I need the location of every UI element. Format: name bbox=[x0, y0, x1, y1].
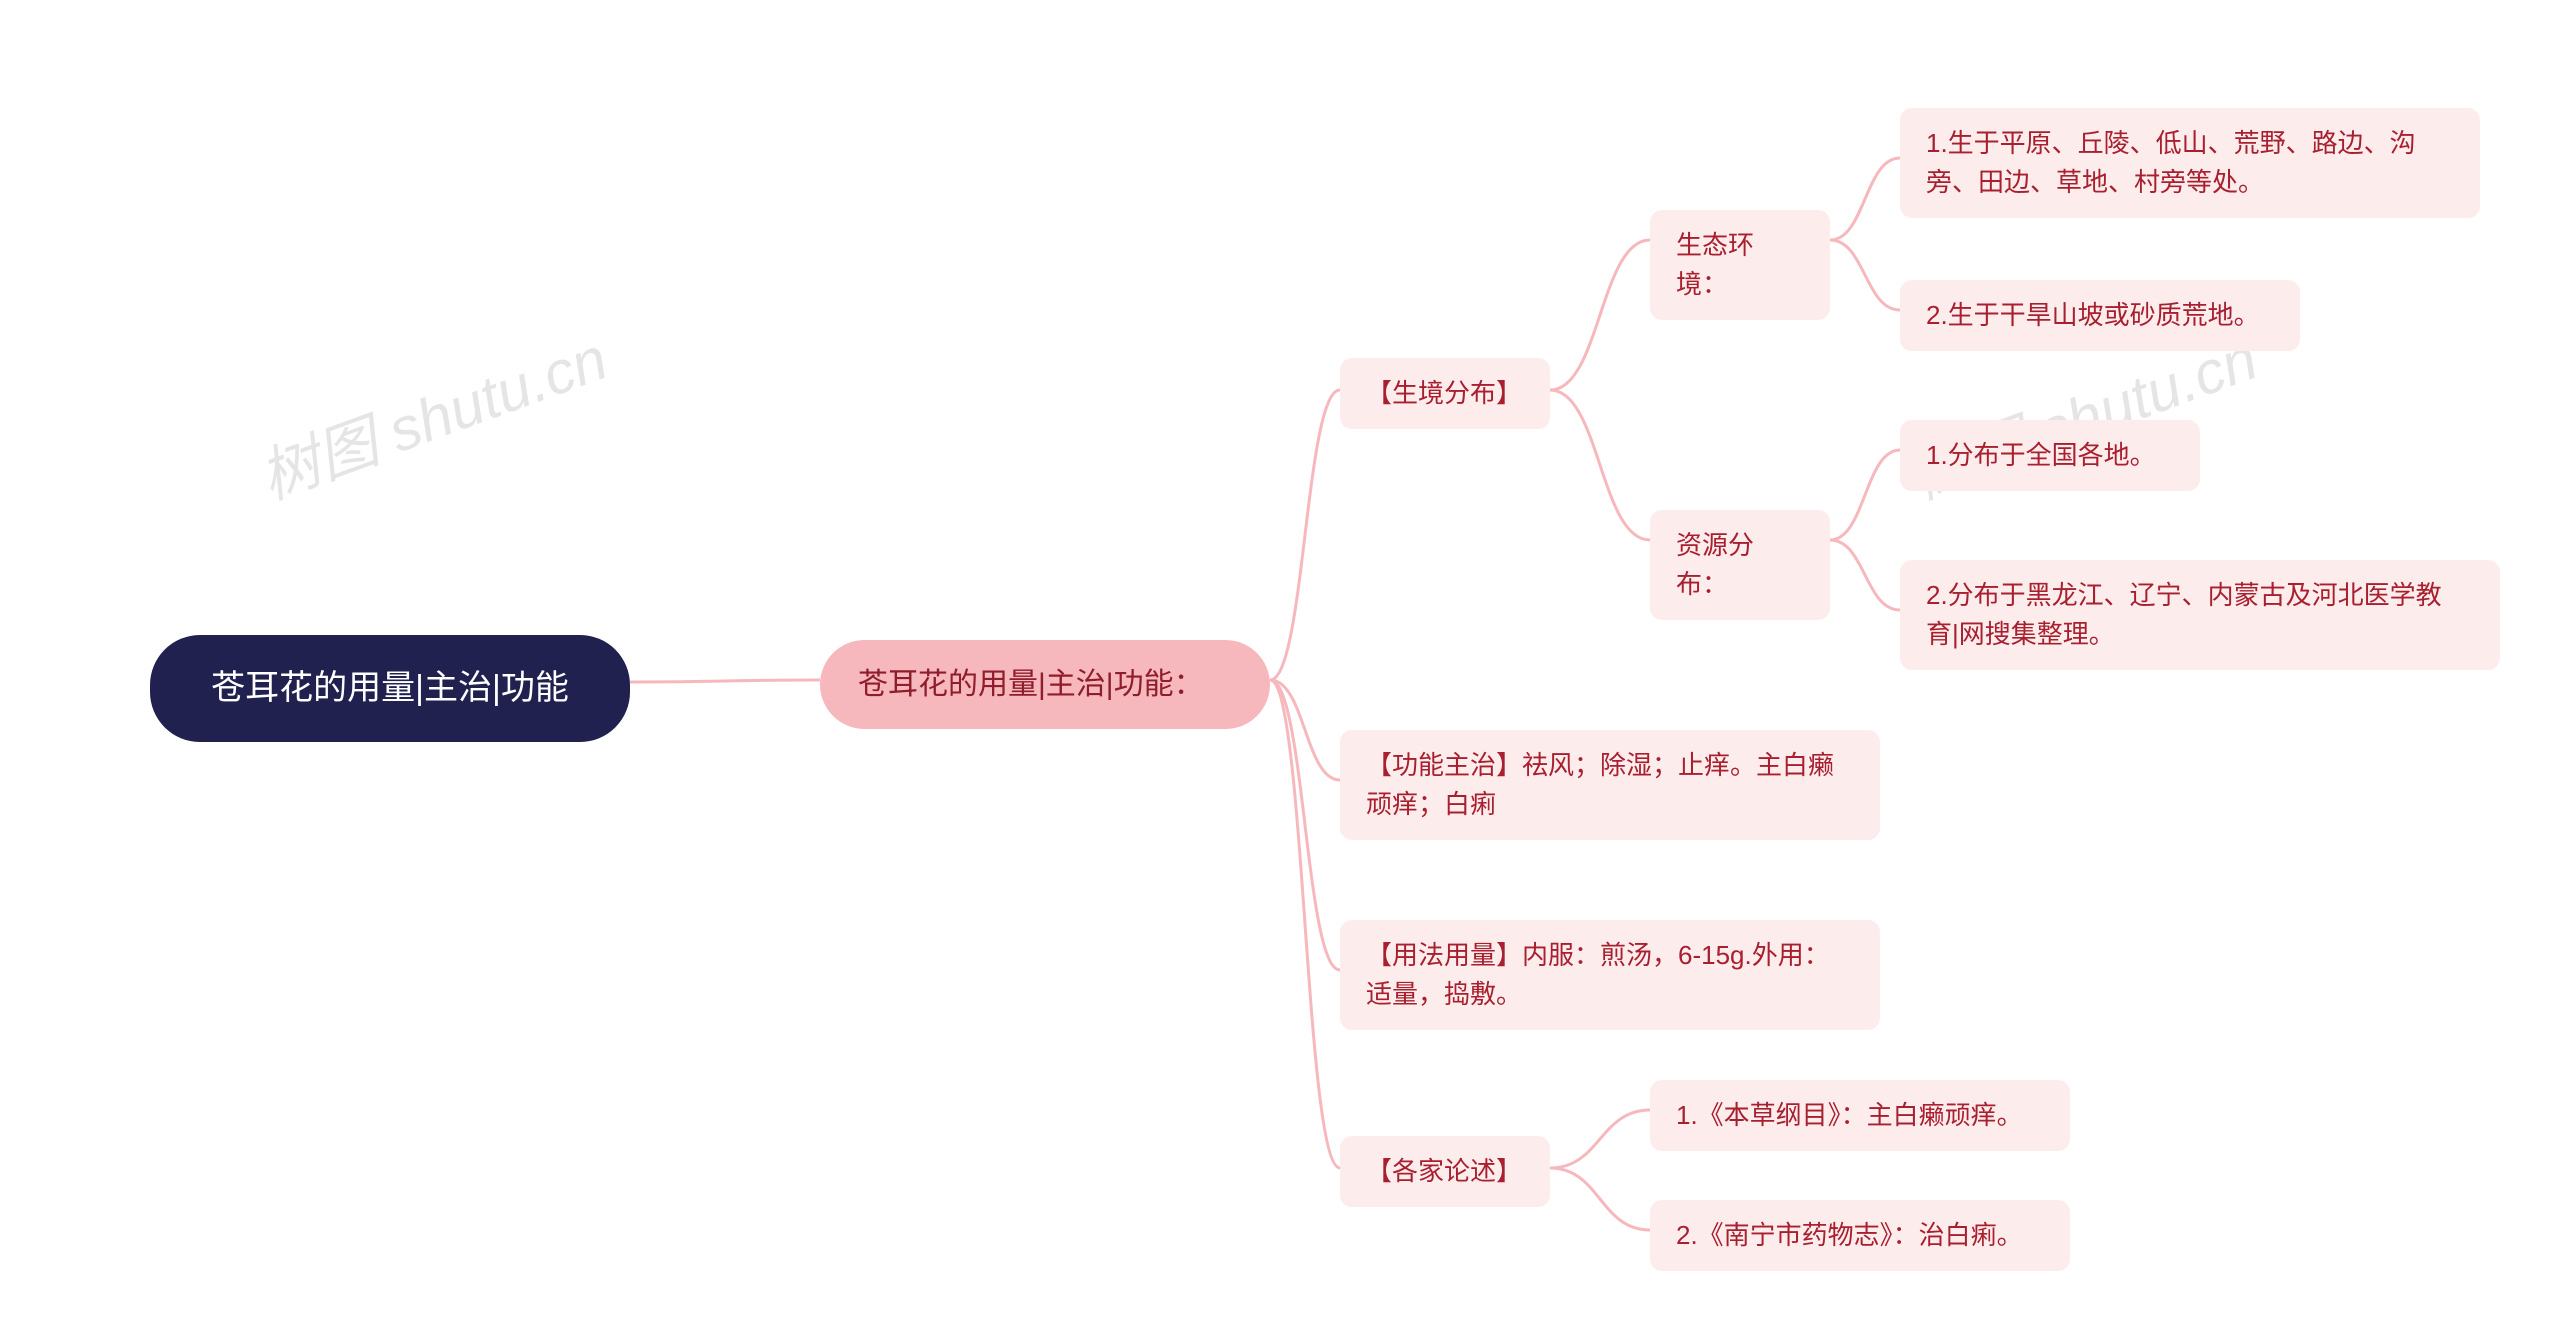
root-node[interactable]: 苍耳花的用量|主治|功能 bbox=[150, 635, 630, 742]
edge bbox=[1550, 390, 1650, 540]
edge bbox=[1550, 240, 1650, 390]
node-eco2[interactable]: 2.生于干旱山坡或砂质荒地。 bbox=[1900, 280, 2300, 351]
edge bbox=[1550, 1168, 1650, 1230]
node-d2[interactable]: 2.《南宁市药物志》：治白痢。 bbox=[1650, 1200, 2070, 1271]
node-d1[interactable]: 1.《本草纲目》：主白癞顽痒。 bbox=[1650, 1080, 2070, 1151]
node-res1[interactable]: 1.分布于全国各地。 bbox=[1900, 420, 2200, 491]
node-eco1[interactable]: 1.生于平原、丘陵、低山、荒野、路边、沟旁、田边、草地、村旁等处。 bbox=[1900, 108, 2480, 218]
edge bbox=[1270, 680, 1340, 780]
edge bbox=[1270, 680, 1340, 1168]
section-habitat[interactable]: 【生境分布】 bbox=[1340, 358, 1550, 429]
edge bbox=[1830, 158, 1900, 240]
node-res2[interactable]: 2.分布于黑龙江、辽宁、内蒙古及河北医学教育|网搜集整理。 bbox=[1900, 560, 2500, 670]
section-usage[interactable]: 【用法用量】内服：煎汤，6-15g.外用：适量，捣敷。 bbox=[1340, 920, 1880, 1030]
edge bbox=[1270, 390, 1340, 680]
mindmap-canvas: 树图 shutu.cn 树图 shutu.cn 苍耳花的用量|主治|功能 苍耳花… bbox=[0, 0, 2560, 1339]
edge bbox=[1270, 680, 1340, 970]
edge bbox=[1550, 1110, 1650, 1168]
watermark-1: 树图 shutu.cn bbox=[246, 310, 617, 516]
edge bbox=[1830, 540, 1900, 610]
edge bbox=[1830, 240, 1900, 310]
section-function[interactable]: 【功能主治】祛风；除湿；止痒。主白癞顽痒；白痢 bbox=[1340, 730, 1880, 840]
node-eco[interactable]: 生态环境： bbox=[1650, 210, 1830, 320]
edge bbox=[630, 680, 820, 682]
node-res[interactable]: 资源分布： bbox=[1650, 510, 1830, 620]
level1-node[interactable]: 苍耳花的用量|主治|功能： bbox=[820, 640, 1270, 729]
section-discuss[interactable]: 【各家论述】 bbox=[1340, 1136, 1550, 1207]
edge bbox=[1830, 450, 1900, 540]
